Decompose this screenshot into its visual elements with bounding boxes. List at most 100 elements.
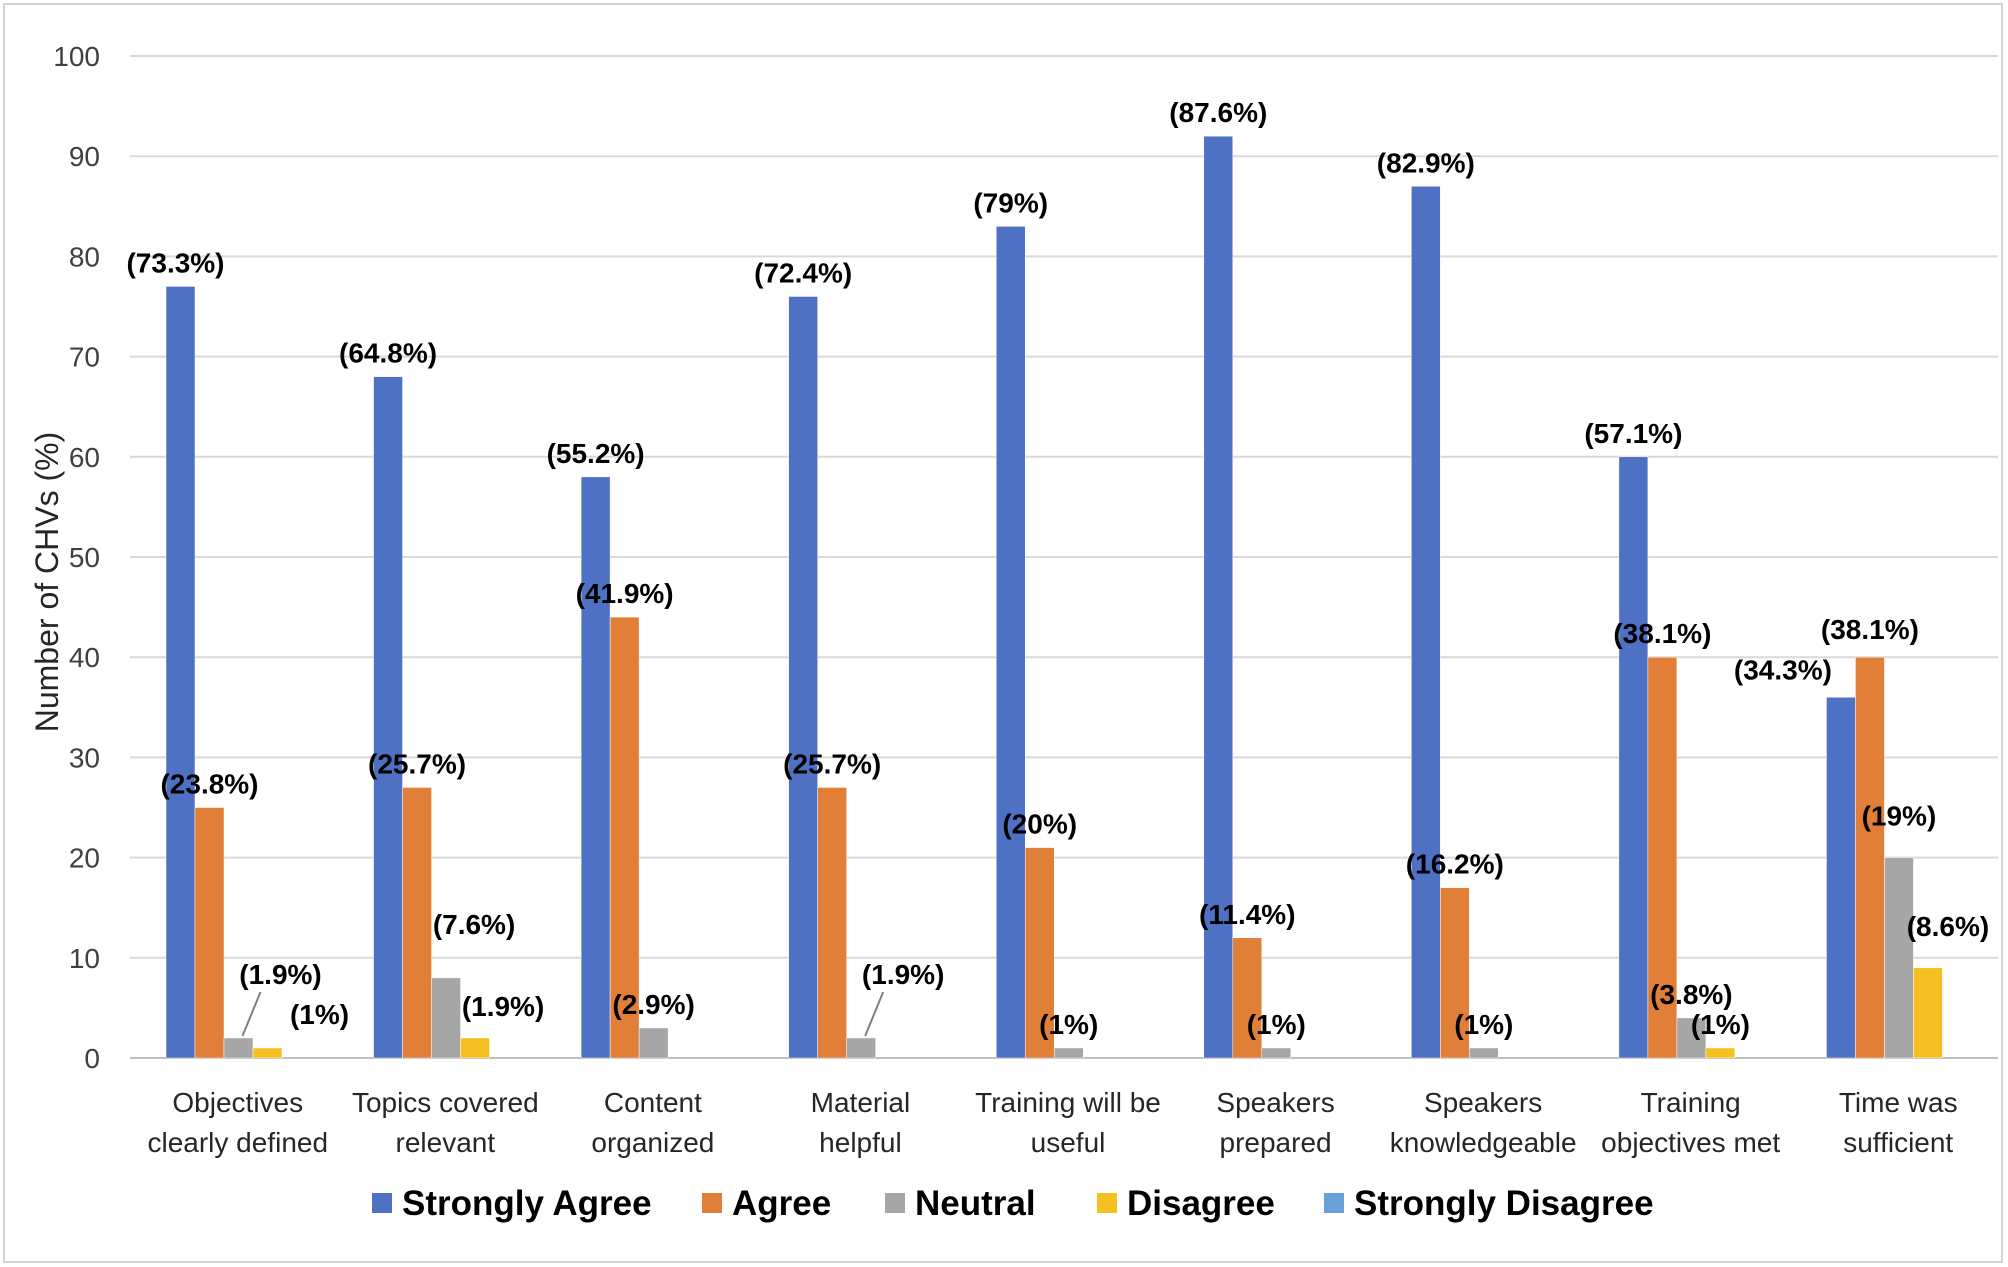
data-labels: (73.3%) (23.8%) (1.9%) (1%) (64.8%) (25.7%) (7…: [126, 97, 1989, 1040]
data-label: (38.1%): [1821, 614, 1919, 645]
bar-agree: [402, 787, 432, 1059]
y-tick-label: 30: [69, 742, 100, 773]
bar-agree: [1024, 847, 1055, 1059]
bar-strongly-agree: [995, 226, 1026, 1059]
leader-lines: [241, 991, 885, 1037]
y-tick-label: 70: [69, 342, 100, 373]
bar-strongly-agree: [580, 476, 611, 1059]
data-label: (41.9%): [576, 578, 674, 609]
bars: [165, 135, 1943, 1059]
data-label: (55.2%): [547, 438, 645, 469]
data-label: (2.9%): [612, 989, 694, 1020]
bar-strongly-agree: [1618, 456, 1649, 1059]
bar-disagree: [1913, 967, 1943, 1059]
leader-line: [864, 991, 885, 1037]
bar-strongly-agree: [165, 286, 196, 1059]
x-tick-label: clearly defined: [147, 1127, 328, 1158]
data-label: (79%): [973, 187, 1048, 218]
legend-swatch: [1097, 1193, 1117, 1213]
data-label: (8.6%): [1907, 911, 1989, 942]
data-label: (1%): [1039, 1009, 1098, 1040]
legend-label: Agree: [732, 1184, 831, 1223]
data-label: (34.3%): [1734, 654, 1832, 685]
bar-neutral: [1469, 1047, 1499, 1059]
bar-disagree: [252, 1047, 283, 1059]
bar-strongly-agree: [373, 376, 403, 1059]
legend: Strongly Agree Agree Neutral Disagree Strong…: [372, 1184, 1654, 1223]
x-tick-label: Content: [604, 1087, 702, 1118]
bar-neutral: [223, 1037, 254, 1059]
bar-strongly-agree: [1826, 697, 1856, 1059]
data-label: (1.9%): [239, 959, 321, 990]
leader-line: [241, 991, 262, 1037]
y-tick-label: 90: [69, 141, 100, 172]
bar-agree: [1232, 937, 1263, 1059]
y-tick-label: 100: [53, 41, 100, 72]
y-tick-label: 10: [69, 943, 100, 974]
bar-strongly-agree: [1203, 135, 1234, 1059]
x-tick-label: objectives met: [1601, 1127, 1780, 1158]
bar-disagree: [1705, 1047, 1736, 1059]
x-tick-label: sufficient: [1843, 1127, 1953, 1158]
y-tick-label: 20: [69, 843, 100, 874]
legend-label: Strongly Agree: [402, 1184, 652, 1223]
data-label: (7.6%): [433, 909, 515, 940]
bar-neutral: [846, 1037, 876, 1059]
y-tick-label: 40: [69, 642, 100, 673]
x-tick-label: Topics covered: [352, 1087, 539, 1118]
y-tick-label: 0: [84, 1043, 100, 1074]
x-axis: Objectives clearly defined Topics covered r…: [147, 1087, 1957, 1158]
data-label: (1%): [1691, 1009, 1750, 1040]
data-label: (3.8%): [1650, 979, 1732, 1010]
x-tick-label: helpful: [819, 1127, 902, 1158]
bar-neutral: [638, 1027, 669, 1059]
y-tick-label: 80: [69, 241, 100, 272]
data-label: (57.1%): [1584, 418, 1682, 449]
data-label: (82.9%): [1377, 147, 1475, 178]
x-tick-label: Training: [1641, 1087, 1741, 1118]
legend-label: Neutral: [915, 1184, 1036, 1223]
data-label: (87.6%): [1169, 97, 1267, 128]
data-label: (16.2%): [1406, 849, 1504, 880]
x-tick-label: Time was: [1839, 1087, 1958, 1118]
bar-agree: [1647, 656, 1678, 1059]
data-label: (1%): [290, 999, 349, 1030]
bar-agree: [194, 807, 225, 1059]
bar-strongly-agree: [788, 296, 818, 1059]
data-label: (38.1%): [1613, 618, 1711, 649]
data-label: (72.4%): [754, 257, 852, 288]
y-tick-label: 50: [69, 542, 100, 573]
bar-agree: [1440, 887, 1470, 1059]
x-tick-label: Objectives: [172, 1087, 303, 1118]
legend-swatch: [885, 1193, 905, 1213]
data-label: (1.9%): [462, 991, 544, 1022]
bar-neutral: [431, 977, 461, 1059]
bar-neutral: [1676, 1017, 1707, 1059]
x-tick-label: prepared: [1220, 1127, 1332, 1158]
y-axis-ticks: 0 10 20 30 40 50 60 70 80 90 100: [53, 41, 100, 1074]
bar-agree: [817, 787, 847, 1059]
bar-agree: [609, 616, 640, 1059]
data-label: (25.7%): [783, 748, 881, 779]
data-label: (11.4%): [1199, 899, 1296, 930]
data-label: (73.3%): [126, 247, 224, 278]
x-tick-label: Training will be: [975, 1087, 1161, 1118]
data-label: (23.8%): [160, 769, 258, 800]
bar-neutral: [1884, 857, 1914, 1059]
bar-disagree: [460, 1037, 490, 1059]
x-tick-label: Material: [811, 1087, 911, 1118]
y-tick-label: 60: [69, 442, 100, 473]
data-label: (1%): [1454, 1009, 1513, 1040]
legend-swatch: [1324, 1193, 1344, 1213]
x-tick-label: organized: [591, 1127, 714, 1158]
data-label: (1%): [1247, 1009, 1306, 1040]
y-axis-label: Number of CHVs (%): [29, 432, 65, 733]
x-tick-label: Speakers: [1216, 1087, 1334, 1118]
bar-neutral: [1053, 1047, 1084, 1059]
x-tick-label: useful: [1031, 1127, 1106, 1158]
bar-neutral: [1261, 1047, 1292, 1059]
legend-label: Disagree: [1127, 1184, 1275, 1223]
data-label: (25.7%): [368, 748, 466, 779]
bar-agree: [1855, 656, 1885, 1059]
